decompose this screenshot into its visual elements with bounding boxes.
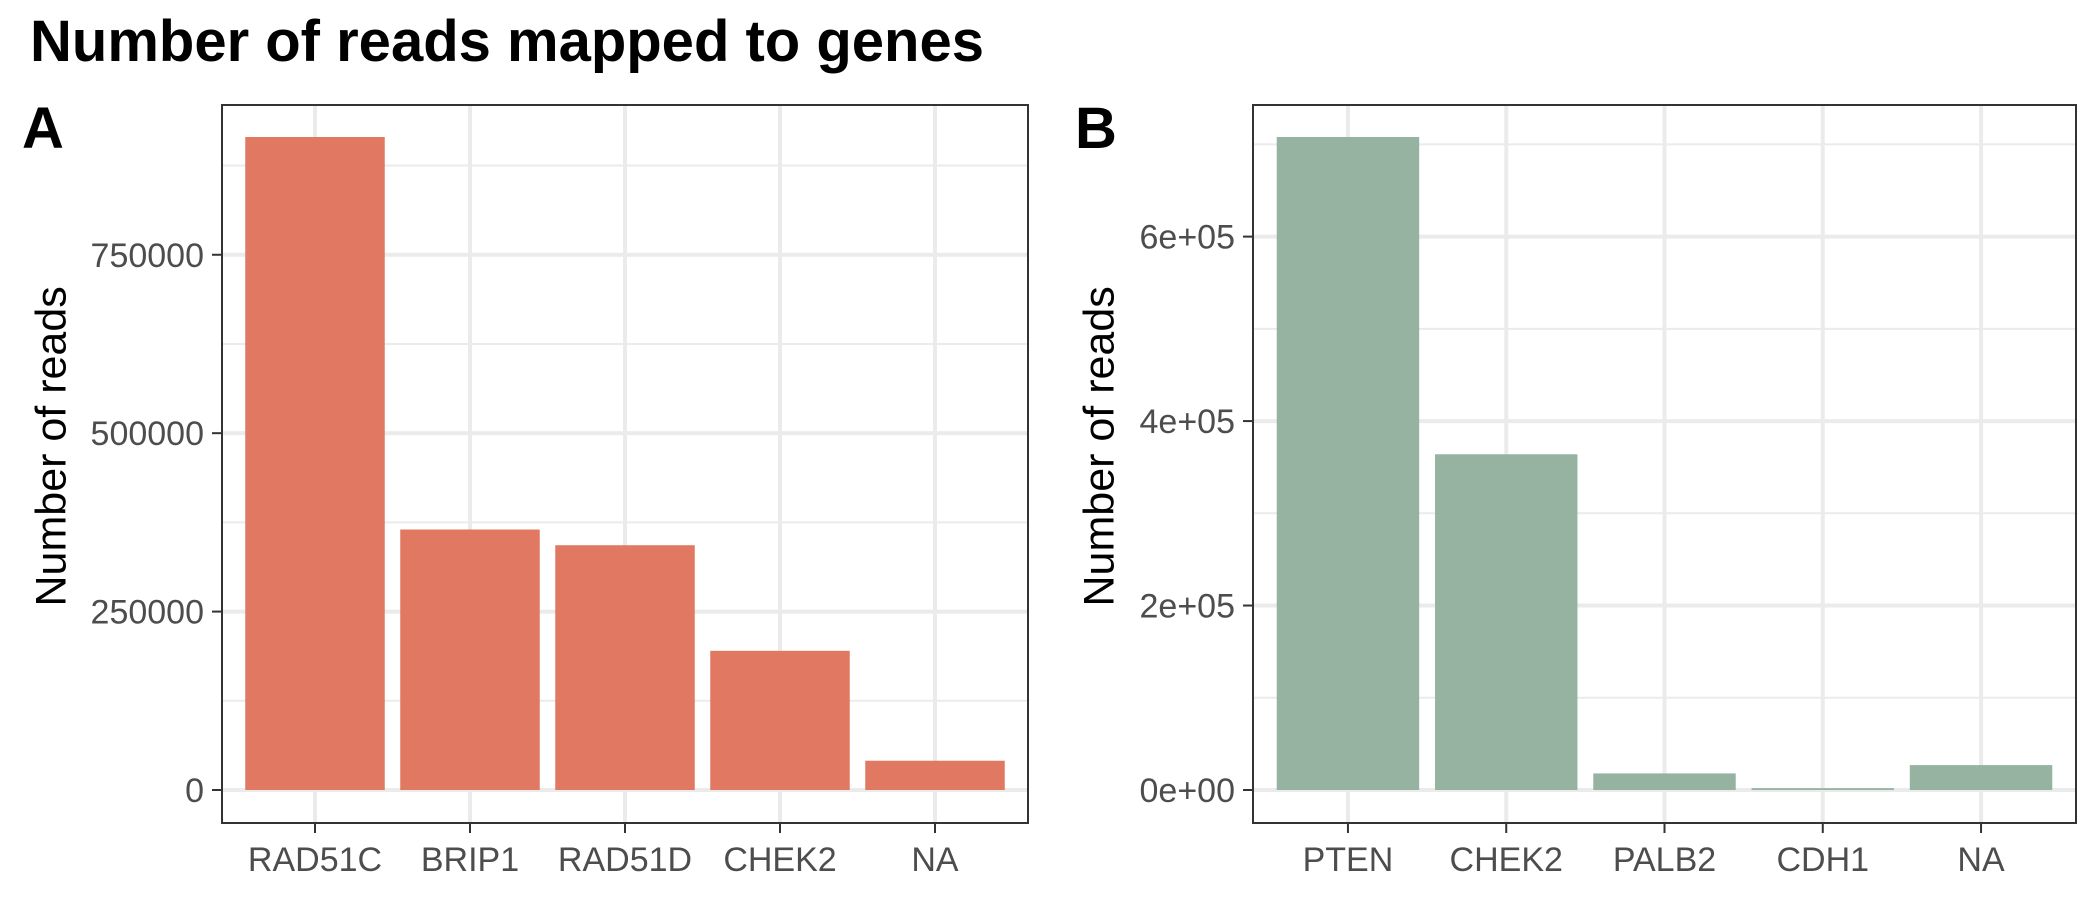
- y-tick-label-a: 0: [185, 772, 204, 810]
- x-tick-label-a: BRIP1: [421, 841, 519, 879]
- bar-b-chek2: [1435, 454, 1578, 790]
- bar-b-cdh1: [1751, 788, 1894, 790]
- x-tick-label-b: CHEK2: [1450, 841, 1563, 879]
- bar-a-brip1: [400, 529, 540, 790]
- x-tick-label-a: CHEK2: [723, 841, 836, 879]
- bar-b-na: [1909, 765, 2053, 790]
- x-tick-label-a: RAD51D: [558, 841, 692, 879]
- figure-title: Number of reads mapped to genes: [30, 9, 984, 74]
- y-tick-label-b: 2e+05: [1140, 588, 1236, 626]
- bar-a-chek2: [710, 650, 850, 790]
- bar-b-pten: [1276, 137, 1420, 790]
- bar-a-na: [865, 760, 1005, 790]
- x-tick-label-a: NA: [911, 841, 959, 879]
- x-tick-label-b: NA: [1957, 841, 2005, 879]
- x-tick-label-b: CDH1: [1776, 841, 1869, 879]
- bar-a-rad51c: [245, 137, 385, 790]
- x-tick-label-a: RAD51C: [248, 841, 382, 879]
- y-tick-label-a: 750000: [91, 237, 204, 275]
- x-tick-label-b: PTEN: [1303, 841, 1394, 879]
- y-tick-label-a: 250000: [91, 594, 204, 632]
- panel-label-a: A: [22, 96, 64, 161]
- bar-b-palb2: [1593, 773, 1736, 790]
- bar-a-rad51d: [555, 545, 695, 790]
- y-tick-label-b: 6e+05: [1140, 219, 1236, 257]
- y-tick-label-a: 500000: [91, 415, 204, 453]
- y-tick-label-b: 0e+00: [1140, 772, 1236, 810]
- panel-label-b: B: [1075, 96, 1117, 161]
- x-tick-label-b: PALB2: [1613, 841, 1716, 879]
- y-tick-label-b: 4e+05: [1140, 403, 1236, 441]
